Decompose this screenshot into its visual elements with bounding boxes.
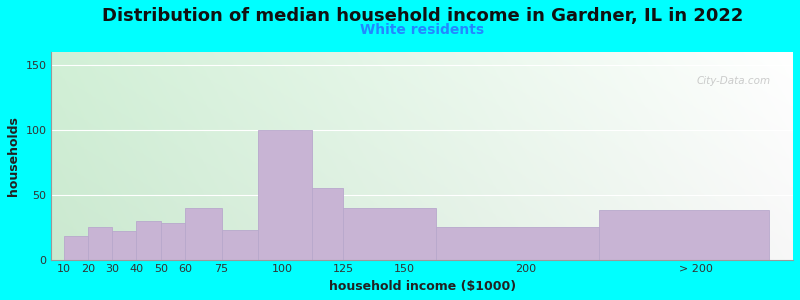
Bar — [185, 208, 222, 260]
Y-axis label: households: households — [7, 116, 20, 196]
X-axis label: household income ($1000): household income ($1000) — [329, 280, 516, 293]
Bar — [222, 230, 258, 260]
Text: White residents: White residents — [360, 23, 484, 37]
Bar — [598, 210, 769, 260]
Bar — [161, 223, 185, 260]
Text: City-Data.com: City-Data.com — [697, 76, 771, 86]
Bar — [88, 227, 112, 260]
Bar — [112, 231, 137, 260]
Title: Distribution of median household income in Gardner, IL in 2022: Distribution of median household income … — [102, 7, 743, 25]
Bar — [137, 220, 161, 260]
Bar — [63, 236, 88, 260]
Bar — [435, 227, 598, 260]
Bar — [311, 188, 343, 260]
Bar — [258, 130, 311, 260]
Bar — [343, 208, 435, 260]
